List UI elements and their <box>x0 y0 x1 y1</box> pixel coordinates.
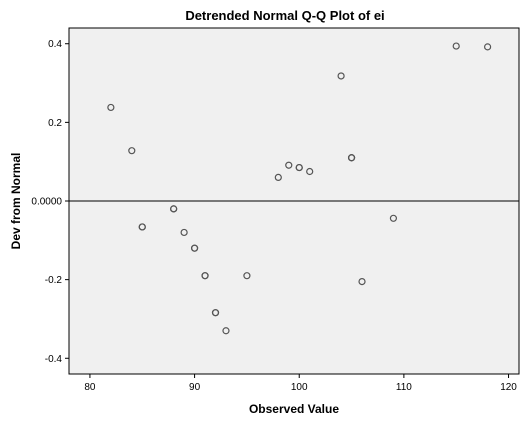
y-tick-label: -0.4 <box>45 354 63 365</box>
data-point <box>138 223 146 231</box>
data-point <box>452 42 460 50</box>
x-axis-label: Observed Value <box>249 402 339 416</box>
y-tick-label: 0.0000 <box>31 197 62 208</box>
data-point <box>484 43 492 51</box>
data-point <box>389 214 398 222</box>
x-tick-label: 90 <box>189 382 201 393</box>
x-tick-label: 120 <box>500 382 517 393</box>
data-point <box>285 161 293 169</box>
y-tick-label: -0.2 <box>45 275 63 286</box>
data-point <box>170 205 178 213</box>
data-point <box>337 72 345 80</box>
data-point <box>306 167 314 176</box>
x-axis-ticks: 80 90 100 110 120 <box>84 374 517 393</box>
data-point <box>347 154 356 162</box>
data-point <box>211 309 220 317</box>
data-point <box>128 147 136 155</box>
data-point <box>243 272 251 280</box>
chart-title: Detrended Normal Q-Q Plot of ei <box>185 8 384 23</box>
x-tick-label: 110 <box>396 382 412 393</box>
y-axis-ticks: -0.4 -0.2 0.0000 0.2 0.4 <box>31 39 69 365</box>
data-point <box>274 173 282 182</box>
x-tick-label: 100 <box>291 382 308 393</box>
data-point <box>358 278 366 286</box>
y-tick-label: 0.2 <box>48 118 62 129</box>
x-tick-label: 80 <box>84 382 96 393</box>
y-axis-label: Dev from Normal <box>9 153 23 250</box>
data-point <box>180 228 188 237</box>
data-point <box>190 244 199 252</box>
data-point <box>201 272 209 280</box>
data-point <box>222 327 230 335</box>
data-point <box>107 103 115 112</box>
y-tick-label: 0.4 <box>48 39 62 50</box>
data-points <box>107 42 492 335</box>
data-point <box>295 163 303 172</box>
